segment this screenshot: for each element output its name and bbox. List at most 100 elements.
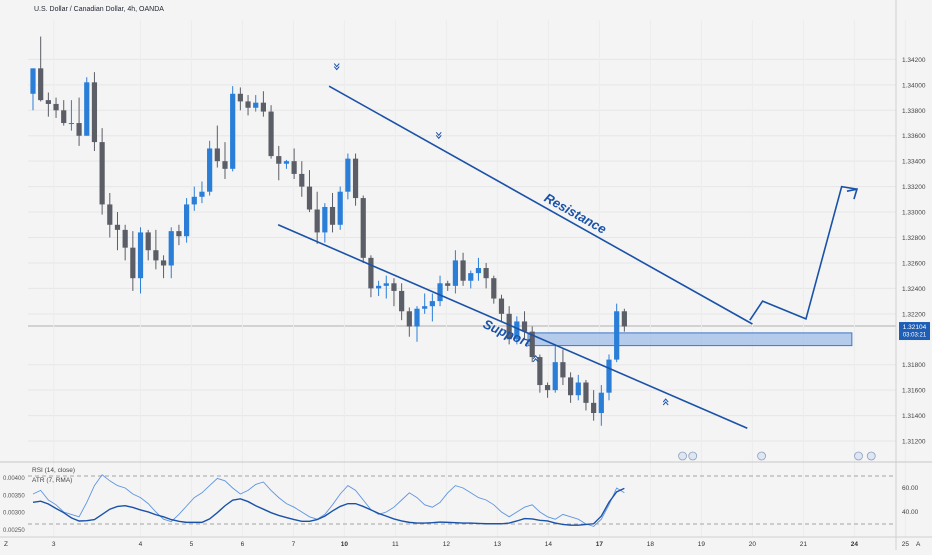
candle	[237, 87, 243, 111]
countdown-timer: 03:03:21	[903, 333, 927, 339]
candle-body	[30, 68, 36, 94]
candle-body	[514, 321, 520, 340]
candle	[345, 153, 351, 200]
candle	[253, 95, 259, 112]
y-tick-label: 1.31200	[902, 439, 926, 446]
candle-body	[130, 247, 136, 279]
candle	[38, 36, 44, 102]
candle	[537, 354, 543, 393]
candle	[99, 128, 105, 215]
candle-body	[452, 260, 458, 286]
candle-body	[583, 382, 589, 403]
candle-body	[491, 278, 497, 299]
x-tick-label: 25	[902, 541, 910, 548]
candle	[214, 125, 220, 168]
rsi-axis-label: 60.00	[902, 485, 919, 492]
current-price-value: 1.32104	[903, 324, 927, 331]
candle-body	[168, 231, 174, 266]
candle-body	[176, 231, 182, 237]
candle-body	[207, 148, 213, 192]
candle	[606, 354, 612, 401]
candle-body	[537, 357, 543, 386]
candle-body	[614, 311, 620, 360]
candle	[391, 278, 397, 307]
up-marker	[662, 398, 669, 403]
candle-body	[306, 186, 313, 210]
candle	[122, 224, 128, 261]
candle	[130, 231, 136, 291]
candle-body	[445, 283, 451, 286]
event-icon-circle	[854, 451, 863, 461]
candle-body	[414, 308, 420, 327]
candle	[498, 294, 505, 322]
candle	[329, 192, 336, 233]
candle	[260, 91, 266, 117]
candle	[460, 252, 466, 286]
atr-legend: ATR (7, RMA)	[32, 477, 72, 484]
atr-axis-label: 0.00300	[3, 511, 25, 517]
up-marker	[532, 358, 539, 363]
candle-body	[468, 273, 474, 281]
candle-body	[345, 158, 351, 192]
candle-body	[137, 232, 144, 279]
demand-zone	[527, 332, 853, 347]
candle	[199, 181, 205, 204]
y-tick-label: 1.31600	[902, 388, 926, 395]
candle-body	[268, 111, 274, 157]
candle-body	[544, 385, 551, 391]
candle	[414, 306, 420, 342]
current-price-badge: 1.32104 03:03:21	[899, 322, 930, 341]
event-icon-circle	[757, 451, 766, 461]
y-tick-label: 1.34200	[902, 57, 926, 64]
x-tick-label: 20	[749, 541, 757, 548]
y-tick-label: 1.33400	[902, 159, 926, 166]
candle-body	[214, 148, 220, 162]
x-tick-label: 17	[596, 541, 604, 548]
candle	[245, 95, 251, 116]
event-icon-circle	[866, 451, 876, 461]
candle-body	[99, 142, 105, 205]
candle-body	[506, 313, 512, 340]
candle	[383, 275, 389, 299]
down-marker	[333, 66, 340, 71]
candle-body	[598, 392, 604, 414]
candle	[191, 186, 197, 211]
candle-body	[253, 102, 259, 108]
candle	[291, 148, 297, 179]
y-tick-label: 1.31400	[902, 413, 926, 420]
y-tick-label: 1.33600	[902, 133, 926, 140]
rsi-line	[32, 474, 625, 527]
event-icon	[757, 451, 766, 461]
candle	[591, 390, 597, 421]
x-tick-label: 10	[341, 541, 349, 548]
candle	[352, 153, 359, 206]
candle	[314, 191, 320, 244]
candle	[160, 255, 167, 279]
candle	[114, 212, 121, 251]
candle	[283, 159, 290, 169]
x-tick-label: 5	[190, 541, 194, 548]
x-tick-label: 3	[52, 541, 56, 548]
event-icon	[866, 451, 876, 461]
atr-axis-label: 0.00400	[3, 476, 25, 482]
candle-body	[245, 101, 251, 108]
candle-body	[160, 260, 167, 266]
candle-body	[383, 283, 389, 286]
candle-body	[521, 321, 528, 332]
candle-body	[560, 362, 566, 378]
candle	[544, 382, 551, 398]
candle	[207, 140, 213, 196]
x-tick-label: 4	[139, 541, 143, 548]
candle	[521, 311, 528, 340]
candle	[230, 86, 236, 172]
candle-body	[368, 257, 374, 289]
candle	[491, 275, 497, 304]
candle-body	[575, 382, 581, 396]
candle	[468, 270, 474, 289]
candle-body	[145, 232, 151, 251]
candle-body	[483, 268, 489, 279]
candle-body	[230, 93, 236, 169]
candle	[437, 275, 443, 307]
support-line	[277, 224, 748, 430]
